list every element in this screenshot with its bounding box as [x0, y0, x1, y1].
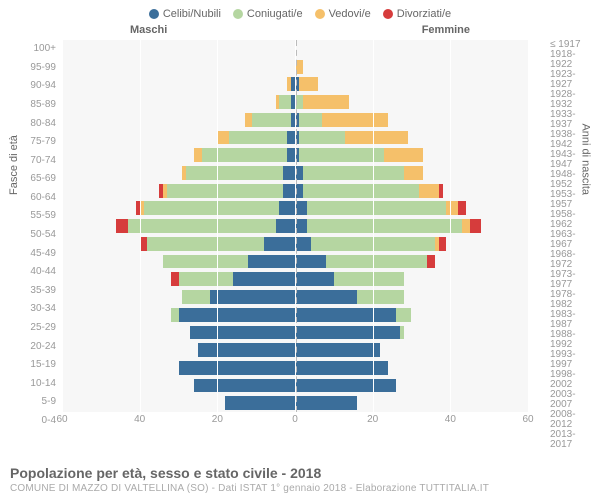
legend-item: Divorziati/e	[383, 8, 451, 20]
gender-headers: Maschi Femmine	[0, 24, 600, 40]
legend-label: Divorziati/e	[397, 8, 451, 20]
footer: Popolazione per età, sesso e stato civil…	[10, 465, 590, 494]
legend-item: Vedovi/e	[315, 8, 371, 20]
chart-subtitle: COMUNE DI MAZZO DI VALTELLINA (SO) - Dat…	[10, 483, 590, 494]
legend-swatch	[383, 9, 393, 19]
legend-label: Celibi/Nubili	[163, 8, 221, 20]
chart-title: Popolazione per età, sesso e stato civil…	[10, 465, 590, 481]
legend-item: Celibi/Nubili	[149, 8, 221, 20]
male-header: Maschi	[130, 24, 167, 36]
legend-label: Vedovi/e	[329, 8, 371, 20]
legend: Celibi/Nubili Coniugati/e Vedovi/e Divorzia…	[0, 0, 600, 24]
legend-item: Coniugati/e	[233, 8, 303, 20]
legend-label: Coniugati/e	[247, 8, 303, 20]
plot-area	[62, 40, 528, 412]
xaxis: 6040200204060	[62, 414, 528, 430]
legend-swatch	[149, 9, 159, 19]
birth-labels: ≤ 19171918-19221923-19271928-19321933-19…	[550, 40, 590, 430]
female-header: Femmine	[422, 24, 470, 36]
legend-swatch	[315, 9, 325, 19]
chart-area: Fasce di età Anni di nascita 100+95-9990…	[20, 40, 580, 430]
legend-swatch	[233, 9, 243, 19]
age-labels: 100+95-9990-9485-8980-8475-7970-7465-696…	[16, 40, 56, 430]
